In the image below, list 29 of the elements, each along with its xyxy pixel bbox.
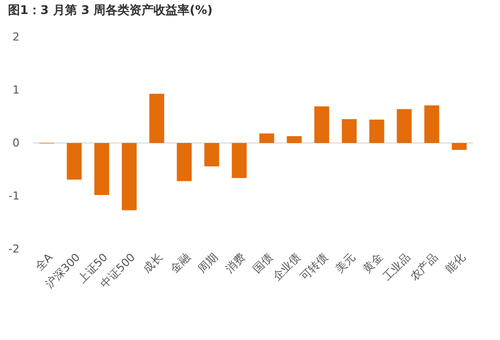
y-tick-label: -2 — [8, 242, 20, 256]
bar — [424, 105, 440, 143]
x-tick-label: 周期 — [195, 250, 220, 276]
y-tick-label: -1 — [8, 190, 20, 202]
bar — [204, 143, 220, 166]
y-tick-label: 1 — [12, 84, 20, 96]
chart-title: 图1：3 月第 3 周各类资产收益率(%) — [8, 3, 213, 17]
x-tick-label: 消费 — [222, 250, 248, 276]
bar — [232, 143, 247, 178]
x-tick-label: 金融 — [168, 250, 193, 276]
bar — [66, 143, 82, 180]
x-tick-label: 美元 — [332, 250, 358, 276]
bar — [122, 143, 137, 210]
bar — [176, 143, 192, 182]
bar — [286, 136, 302, 143]
x-tick-label: 成长 — [140, 250, 166, 276]
bar — [314, 106, 330, 143]
y-tick-label: 2 — [12, 30, 20, 44]
bar — [94, 143, 110, 195]
y-tick-label: 0 — [12, 136, 20, 150]
bar — [396, 109, 412, 143]
bar — [149, 94, 164, 143]
bar — [342, 119, 357, 143]
x-tick-label: 能化 — [442, 250, 468, 276]
bar — [452, 143, 467, 150]
x-tick-label: 国债 — [250, 250, 276, 276]
x-tick-label: 全A — [32, 250, 56, 274]
bar — [259, 133, 274, 143]
bar — [369, 120, 384, 143]
